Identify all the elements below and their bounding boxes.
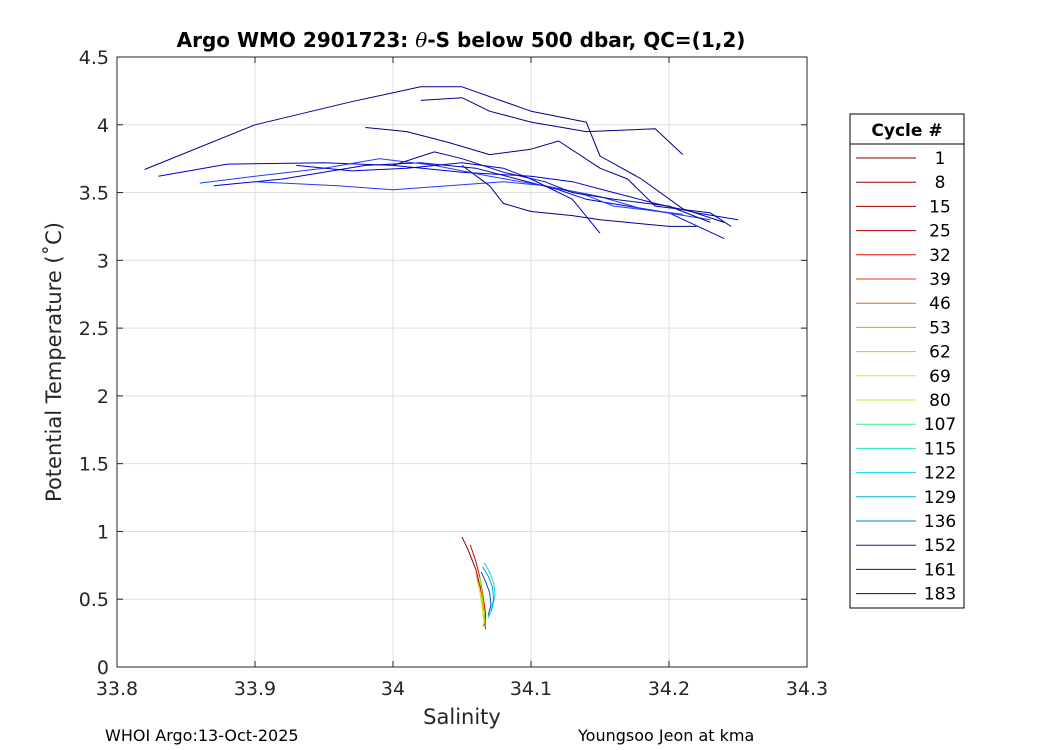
legend-label: 183 <box>924 585 956 605</box>
footer-credit-left: WHOI Argo:13-Oct-2025 <box>105 726 299 745</box>
legend-label: 8 <box>935 173 946 193</box>
axis-ticks: 33.8 33.9 34 34.1 34.2 34.3 0 0.5 1 1.5 2 2.5 3 3.5 4 4… <box>79 47 828 700</box>
profile-line <box>479 577 485 621</box>
legend-label: 107 <box>924 415 956 435</box>
x-tick-label: 34 <box>381 678 405 700</box>
chart-title: Argo WMO 2901723: θ-S below 500 dbar, QC… <box>177 28 746 52</box>
profile-line <box>296 162 601 234</box>
x-tick-label: 34.3 <box>786 678 828 700</box>
legend-label: 25 <box>929 222 951 242</box>
y-tick-label: 0.5 <box>79 589 109 611</box>
legend-label: 161 <box>924 560 956 580</box>
y-tick-label: 3 <box>97 250 109 272</box>
legend-label: 15 <box>929 197 951 217</box>
legend-label: 129 <box>924 488 956 508</box>
x-tick-label: 34.1 <box>510 678 552 700</box>
legend-label: 122 <box>924 464 956 484</box>
legend-label: 46 <box>929 294 951 314</box>
y-tick-label: 2 <box>97 386 109 408</box>
x-tick-label: 33.9 <box>234 678 276 700</box>
legend-label: 39 <box>929 270 951 290</box>
profile-line <box>482 566 495 612</box>
grid-lines <box>116 56 808 668</box>
legend-label: 62 <box>929 343 951 363</box>
legend-label: 69 <box>929 367 951 387</box>
y-tick-label: 1.5 <box>79 454 109 476</box>
axes-box <box>116 56 808 668</box>
profile-line <box>420 97 684 155</box>
x-tick-label: 34.2 <box>648 678 690 700</box>
legend-box <box>849 113 965 609</box>
profile-line <box>478 582 485 627</box>
legend: Cycle # 1 8 15 25 32 39 46 53 62 69 80 107 115 122 129… <box>849 113 965 609</box>
data-lines <box>144 86 739 629</box>
profile-line <box>144 86 725 223</box>
x-axis-label: Salinity <box>423 705 501 729</box>
y-axis-label: Potential Temperature (˚C) <box>42 222 66 502</box>
legend-title: Cycle # <box>871 121 942 141</box>
legend-label: 53 <box>929 318 951 338</box>
y-tick-label: 1 <box>97 521 109 543</box>
y-tick-label: 0 <box>97 657 109 679</box>
profile-line <box>480 571 492 616</box>
legend-label: 136 <box>924 512 956 532</box>
profile-line <box>199 158 711 221</box>
legend-items: 1 8 15 25 32 39 46 53 62 69 80 107 115 122 129 136 152 16… <box>856 149 956 605</box>
y-tick-label: 4 <box>97 115 109 137</box>
y-tick-label: 3.5 <box>79 183 109 205</box>
y-tick-label: 4.5 <box>79 47 109 69</box>
profile-line <box>392 151 711 223</box>
legend-label: 152 <box>924 536 956 556</box>
x-tick-label: 33.8 <box>96 678 138 700</box>
y-tick-label: 2.5 <box>79 318 109 340</box>
plot-area <box>117 57 807 667</box>
legend-label: 32 <box>929 246 951 266</box>
legend-label: 1 <box>935 149 946 169</box>
profile-line <box>461 164 697 227</box>
legend-label: 80 <box>929 391 951 411</box>
footer-credit-right: Youngsoo Jeon at kma <box>578 726 755 745</box>
profile-line <box>254 181 683 215</box>
legend-label: 115 <box>924 439 956 459</box>
